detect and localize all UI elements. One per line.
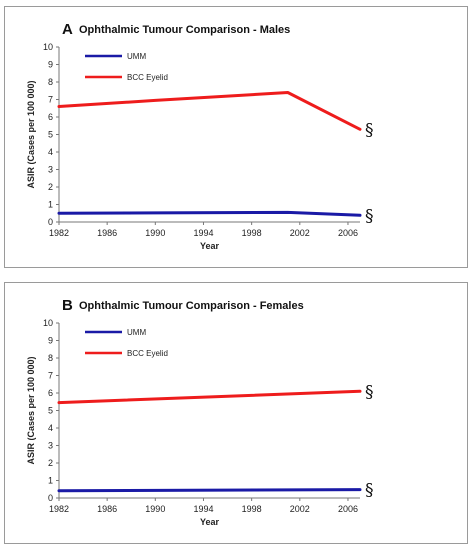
chart-title: Ophthalmic Tumour Comparison - Females bbox=[79, 300, 304, 312]
y-tick-label: 4 bbox=[48, 147, 53, 157]
significance-marker: § bbox=[365, 481, 374, 501]
x-tick-label: 2006 bbox=[338, 228, 358, 238]
y-tick-label: 1 bbox=[48, 200, 53, 210]
y-tick-label: 5 bbox=[48, 130, 53, 140]
y-axis-title: ASIR (Cases per 100 000) bbox=[26, 80, 36, 188]
significance-marker: § bbox=[365, 120, 374, 140]
x-tick-label: 1994 bbox=[193, 228, 213, 238]
chart-title: Ophthalmic Tumour Comparison - Males bbox=[79, 24, 290, 36]
y-tick-label: 0 bbox=[48, 493, 53, 503]
x-axis-title: Year bbox=[200, 517, 220, 527]
panel-letter: B bbox=[62, 297, 73, 314]
chart-panel-a: A Ophthalmic Tumour Comparison - Males 0 1 2… bbox=[4, 6, 468, 268]
x-tick-label: 1986 bbox=[97, 504, 117, 514]
significance-marker: § bbox=[365, 382, 374, 402]
y-tick-label: 9 bbox=[48, 336, 53, 346]
y-axis-title: ASIR (Cases per 100 000) bbox=[26, 356, 36, 464]
y-tick-label: 3 bbox=[48, 165, 53, 175]
chart-a-svg: A Ophthalmic Tumour Comparison - Males 0 1 2… bbox=[26, 21, 374, 251]
x-tick-label: 1986 bbox=[97, 228, 117, 238]
y-tick-label: 4 bbox=[48, 423, 53, 433]
x-tick-label: 1990 bbox=[145, 504, 165, 514]
y-tick-label: 8 bbox=[48, 77, 53, 87]
y-tick-label: 10 bbox=[43, 42, 53, 52]
x-tick-label: 2002 bbox=[290, 228, 310, 238]
y-tick-label: 2 bbox=[48, 458, 53, 468]
chart-panel-b: B Ophthalmic Tumour Comparison - Females 0… bbox=[4, 282, 468, 544]
y-tick-label: 6 bbox=[48, 388, 53, 398]
x-tick-label: 2006 bbox=[338, 504, 358, 514]
y-tick-label: 9 bbox=[48, 60, 53, 70]
y-tick-label: 3 bbox=[48, 441, 53, 451]
x-tick-label: 1998 bbox=[242, 228, 262, 238]
y-tick-label: 5 bbox=[48, 406, 53, 416]
y-tick-label: 7 bbox=[48, 95, 53, 105]
y-tick-label: 1 bbox=[48, 476, 53, 486]
chart-b-svg: B Ophthalmic Tumour Comparison - Females 0… bbox=[26, 297, 374, 527]
y-tick-label: 10 bbox=[43, 318, 53, 328]
panel-letter: A bbox=[62, 21, 73, 38]
y-tick-label: 8 bbox=[48, 353, 53, 363]
x-tick-label: 2002 bbox=[290, 504, 310, 514]
series-line bbox=[57, 488, 362, 493]
y-tick-label: 6 bbox=[48, 112, 53, 122]
x-axis-title: Year bbox=[200, 241, 220, 251]
legend-label: BCC Eyelid bbox=[127, 349, 168, 358]
x-tick-label: 1990 bbox=[145, 228, 165, 238]
significance-marker: § bbox=[365, 206, 374, 226]
y-tick-label: 7 bbox=[48, 371, 53, 381]
legend-label: UMM bbox=[127, 328, 146, 337]
x-tick-label: 1994 bbox=[193, 504, 213, 514]
x-tick-label: 1982 bbox=[49, 504, 69, 514]
x-tick-label: 1998 bbox=[242, 504, 262, 514]
y-tick-label: 2 bbox=[48, 182, 53, 192]
series-line bbox=[57, 91, 362, 131]
x-tick-label: 1982 bbox=[49, 228, 69, 238]
legend-label: UMM bbox=[127, 52, 146, 61]
legend-label: BCC Eyelid bbox=[127, 73, 168, 82]
y-tick-label: 0 bbox=[48, 217, 53, 227]
series-line bbox=[57, 210, 362, 217]
series-line bbox=[57, 389, 362, 405]
